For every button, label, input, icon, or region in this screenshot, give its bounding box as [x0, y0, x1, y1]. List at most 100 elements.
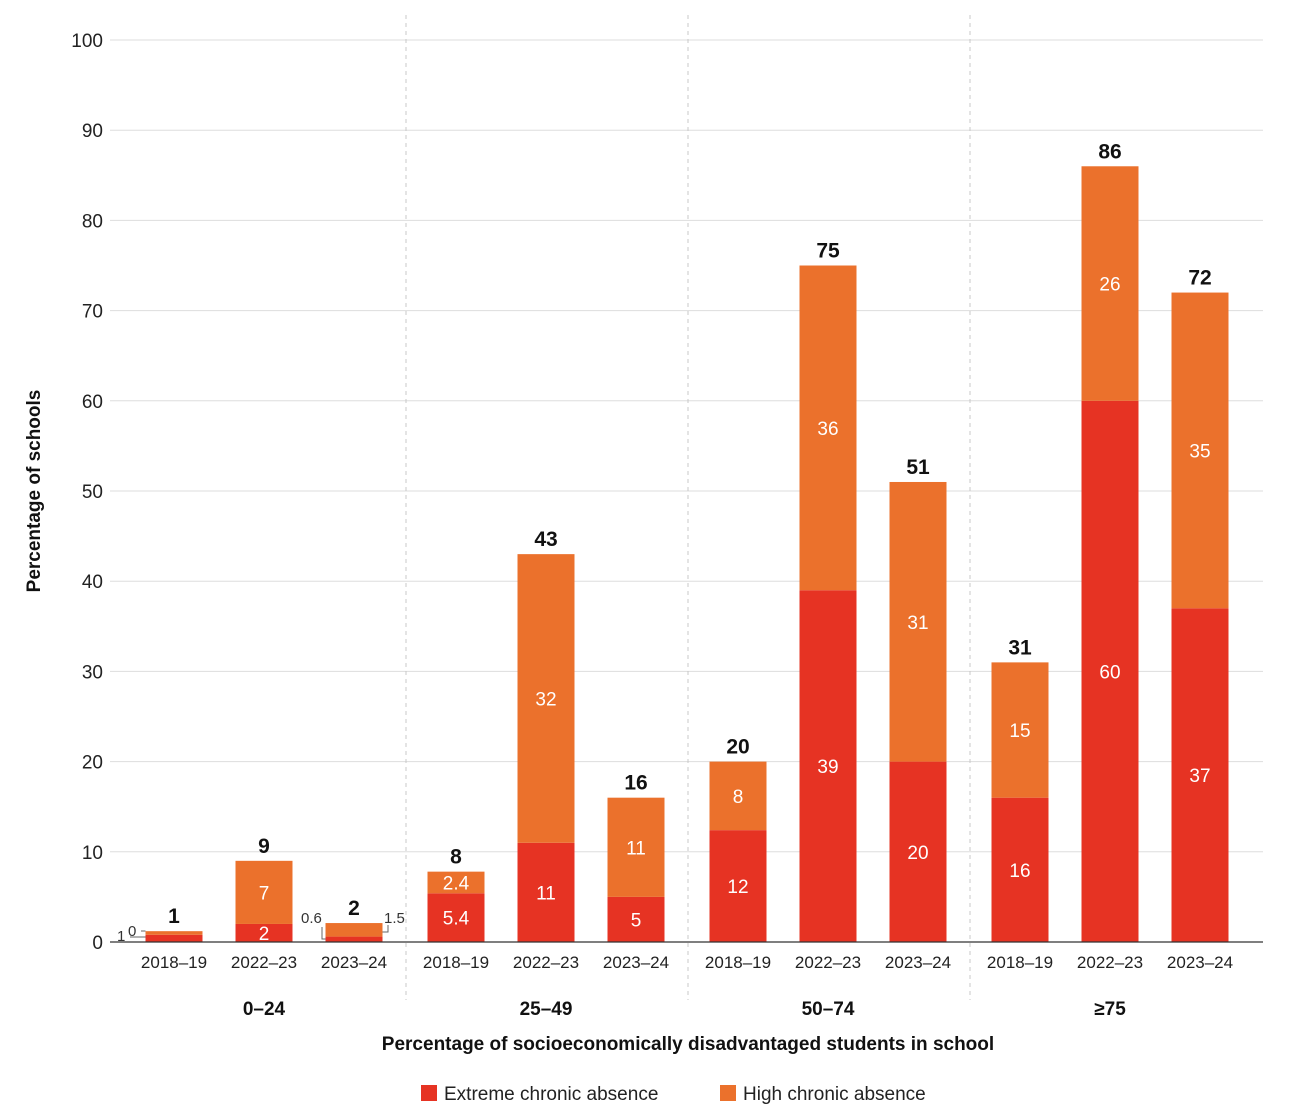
segment-label-extreme: 5 [631, 910, 642, 931]
x-tick-label: 2018–19 [141, 953, 207, 972]
legend: Extreme chronic absence High chronic abs… [421, 1084, 926, 1105]
bar-segment-high [325, 923, 383, 937]
y-tick-label: 40 [82, 572, 103, 593]
y-tick-label: 90 [82, 121, 103, 142]
segment-label-extreme: 60 [1099, 662, 1120, 683]
bar-segment-extreme [235, 923, 293, 942]
x-tick-label: 2022–23 [795, 953, 861, 972]
segment-label-high: 11 [626, 838, 646, 859]
bar-segment-high [607, 797, 665, 897]
x-tick-label: 2022–23 [231, 953, 297, 972]
bar-segment-high [1081, 166, 1139, 401]
segment-label-high: 36 [817, 419, 838, 440]
x-tick-label: 2023–24 [603, 953, 669, 972]
bar-total-label: 72 [1188, 267, 1211, 290]
segment-label-extreme: 39 [817, 757, 838, 778]
bar-segment-extreme [427, 893, 485, 942]
segment-label-high: 32 [535, 689, 556, 710]
bar-total-label: 51 [906, 456, 930, 479]
y-tick-label: 70 [82, 302, 103, 323]
leader-line [382, 925, 389, 933]
bar-total-label: 86 [1098, 140, 1121, 163]
segment-label-high: 8 [733, 787, 744, 808]
bar-segment-extreme [607, 896, 665, 942]
segment-label-extreme: 1 [117, 928, 125, 945]
group-label: 0–24 [243, 999, 286, 1020]
bar-segment-extreme [325, 936, 383, 942]
bar-segment-extreme [517, 842, 575, 942]
segment-label-high: 15 [1009, 721, 1030, 742]
bar-segment-extreme [991, 797, 1049, 942]
legend-label-extreme: Extreme chronic absence [444, 1084, 658, 1105]
bar-total-label: 20 [726, 736, 749, 759]
segment-label-high: 2.4 [443, 873, 470, 894]
segment-label-extreme: 11 [536, 883, 556, 904]
bars [145, 166, 1229, 942]
segment-label-extreme: 16 [1009, 861, 1030, 882]
segment-label-high: 35 [1189, 441, 1210, 462]
segment-label-high: 7 [259, 883, 270, 904]
x-tick-label: 2018–19 [705, 953, 771, 972]
bar-segment-high [235, 860, 293, 924]
bar-segment-high [991, 662, 1049, 798]
bar-total-label: 16 [624, 772, 647, 795]
segment-label-extreme: 0.6 [301, 910, 322, 927]
y-tick-label: 60 [82, 392, 103, 413]
segment-label-extreme: 12 [727, 877, 748, 898]
x-tick-label: 2023–24 [1167, 953, 1233, 972]
y-tick-label: 50 [82, 482, 103, 503]
legend-swatch-high [720, 1085, 736, 1101]
bar-total-label: 9 [258, 835, 270, 858]
gridlines [110, 39, 1263, 853]
bar-segment-high [145, 931, 203, 935]
bar-total-label: 75 [816, 240, 840, 263]
x-tick-label: 2018–19 [987, 953, 1053, 972]
segment-label-extreme: 5.4 [443, 909, 470, 930]
bar-segment-high [517, 554, 575, 843]
bar-segment-high [427, 871, 485, 894]
segment-label-high: 1.5 [384, 910, 405, 927]
y-tick-label: 10 [82, 843, 103, 864]
segment-label-high: 26 [1099, 275, 1120, 296]
y-axis-title: Percentage of schools [24, 390, 45, 593]
segment-label-high: 31 [907, 613, 928, 634]
bar-segment-extreme [709, 830, 767, 942]
bar-total-label: 2 [348, 897, 360, 920]
bar-segment-extreme [1171, 608, 1229, 942]
x-tick-label: 2023–24 [885, 953, 951, 972]
segment-label-extreme: 2 [259, 924, 270, 945]
bar-segment-high [799, 265, 857, 591]
x-tick-label: 2022–23 [1077, 953, 1143, 972]
bar-segment-high [1171, 292, 1229, 609]
legend-label-high: High chronic absence [743, 1084, 926, 1105]
x-tick-label: 2018–19 [423, 953, 489, 972]
bar-total-label: 31 [1008, 636, 1032, 659]
y-tick-label: 80 [82, 211, 103, 232]
y-tick-label: 0 [92, 933, 103, 954]
bar-total-label: 43 [534, 528, 557, 551]
bar-total-label: 1 [168, 905, 180, 928]
group-label: 25–49 [520, 999, 573, 1020]
bar-segment-extreme [145, 934, 203, 942]
segment-label-high: 0 [128, 923, 136, 940]
segment-label-extreme: 37 [1189, 766, 1210, 787]
group-label: 50–74 [802, 999, 855, 1020]
legend-swatch-extreme [421, 1085, 437, 1101]
y-tick-label: 20 [82, 753, 103, 774]
segment-label-extreme: 20 [907, 843, 928, 864]
x-tick-label: 2022–23 [513, 953, 579, 972]
bar-segment-high [889, 481, 947, 762]
x-tick-label: 2023–24 [321, 953, 387, 972]
bar-segment-extreme [889, 761, 947, 942]
bar-segment-high [709, 761, 767, 831]
bar-total-label: 8 [450, 846, 462, 869]
y-tick-label: 100 [71, 31, 103, 52]
group-label: ≥75 [1094, 999, 1126, 1020]
leader-line [321, 927, 326, 940]
bar-segment-extreme [1081, 400, 1139, 942]
bar-segment-extreme [799, 590, 857, 942]
x-axis-title: Percentage of socioeconomically disadvan… [382, 1034, 994, 1055]
y-tick-label: 30 [82, 662, 103, 683]
